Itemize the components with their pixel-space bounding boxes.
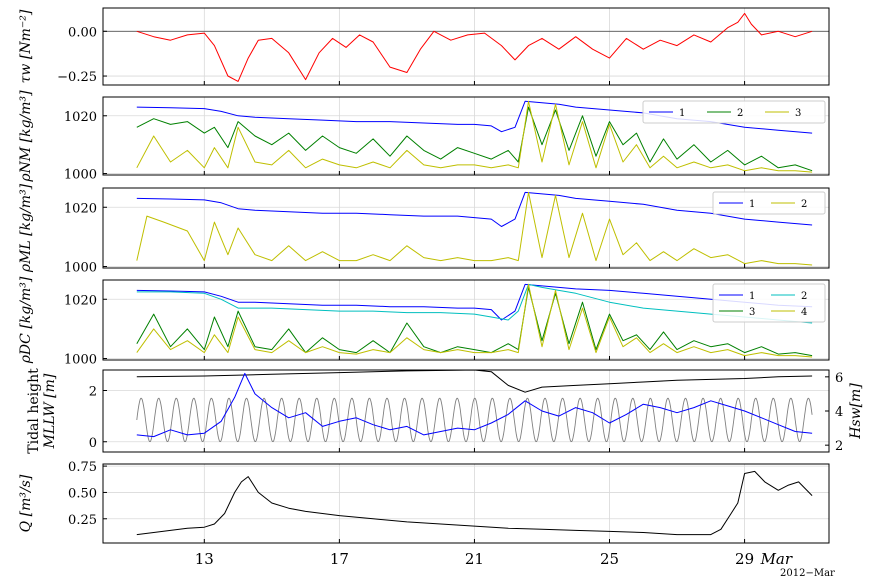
legend-label: 1 xyxy=(679,108,685,119)
series-line-main xyxy=(136,12,813,82)
ytick-label: 0.25 xyxy=(68,513,97,528)
ytick-label: 2 xyxy=(89,385,97,400)
legend-box xyxy=(712,191,826,215)
ytick-label: 0 xyxy=(89,436,97,451)
panel-2: 1000 1020 ρNM [kg/m³] 1 2 3 xyxy=(18,90,830,183)
date-note: 2012−Mar xyxy=(780,568,835,579)
ytick-label: 1020 xyxy=(64,201,97,216)
panel-3: 1000 1020 ρML [kg/m³] 1 2 xyxy=(18,183,830,276)
ytick-label: 1000 xyxy=(64,353,97,368)
series-line-tide xyxy=(136,397,813,443)
legend-label: 4 xyxy=(801,307,807,318)
legend-label: 1 xyxy=(749,291,755,302)
xtick-label: 17 xyxy=(330,550,349,568)
ylabel: Q [m³/s] xyxy=(18,474,34,532)
ytick-label: 1020 xyxy=(64,110,97,125)
axes-frame xyxy=(102,187,830,269)
legend-label: 3 xyxy=(795,108,801,119)
ytick-label: 1020 xyxy=(64,293,97,308)
axes-frame xyxy=(102,7,830,86)
ytick-right-label: 6 xyxy=(835,371,843,386)
ylabel: τw [Nm⁻²] xyxy=(18,9,34,83)
series-line-3 xyxy=(136,100,813,173)
panel-6: 0.25 0.50 0.75 Q [m³/s] xyxy=(18,460,830,544)
xtick-label: 29 xyxy=(735,550,754,568)
axes-frame xyxy=(102,369,830,453)
series-line-1 xyxy=(136,283,813,321)
panel-1: −0.25 0.00 τw [Nm⁻²] xyxy=(18,7,830,86)
ylabel: ρML [kg/m³] xyxy=(18,183,34,273)
legend-label: 2 xyxy=(737,108,743,119)
xtick-label: 25 xyxy=(600,550,619,568)
axes-frame xyxy=(102,279,830,361)
ytick-label: 0.00 xyxy=(68,25,97,40)
ylabel: ρDC [kg/m³] xyxy=(18,276,34,364)
legend-label: 2 xyxy=(801,199,807,210)
panel-5: 0 2 2 4 6 Hsw[m] Tidal height MLLW [m] xyxy=(26,368,864,454)
panel-4: 1000 1020 ρDC [kg/m³] 1 2 3 4 xyxy=(18,276,830,368)
ytick-label: 0.50 xyxy=(68,486,97,501)
ytick-label: −0.25 xyxy=(57,70,97,85)
ylabel: ρNM [kg/m³] xyxy=(18,90,34,183)
ytick-label: 1000 xyxy=(64,168,97,183)
axes-frame xyxy=(102,96,830,176)
legend-box xyxy=(642,100,826,124)
ytick-label: 0.75 xyxy=(68,460,97,475)
legend-box xyxy=(712,283,826,323)
ylabel-line-2: MLLW [m] xyxy=(42,373,58,449)
ytick-right-label: 4 xyxy=(835,405,843,420)
series-line-main xyxy=(136,470,813,536)
ytick-label: 1000 xyxy=(64,261,97,276)
series-line-1 xyxy=(136,191,813,227)
legend-label: 2 xyxy=(801,291,807,302)
ytick-right-label: 2 xyxy=(835,439,843,454)
series-line-hsw xyxy=(136,369,813,393)
series-line-2 xyxy=(136,106,813,172)
ylabel-right: Hsw[m] xyxy=(848,383,864,440)
series-line-2 xyxy=(136,283,813,324)
legend-label: 3 xyxy=(749,307,755,318)
month-label: Mar xyxy=(760,550,793,568)
ylabel-line-1: Tidal height xyxy=(26,368,42,454)
axes-frame xyxy=(102,463,830,544)
series-line-2 xyxy=(136,191,813,266)
series-line-wave xyxy=(136,372,813,438)
xtick-label: 21 xyxy=(465,550,484,568)
xtick-label: 13 xyxy=(195,550,214,568)
series-line-4 xyxy=(136,283,813,358)
legend-label: 1 xyxy=(749,199,755,210)
